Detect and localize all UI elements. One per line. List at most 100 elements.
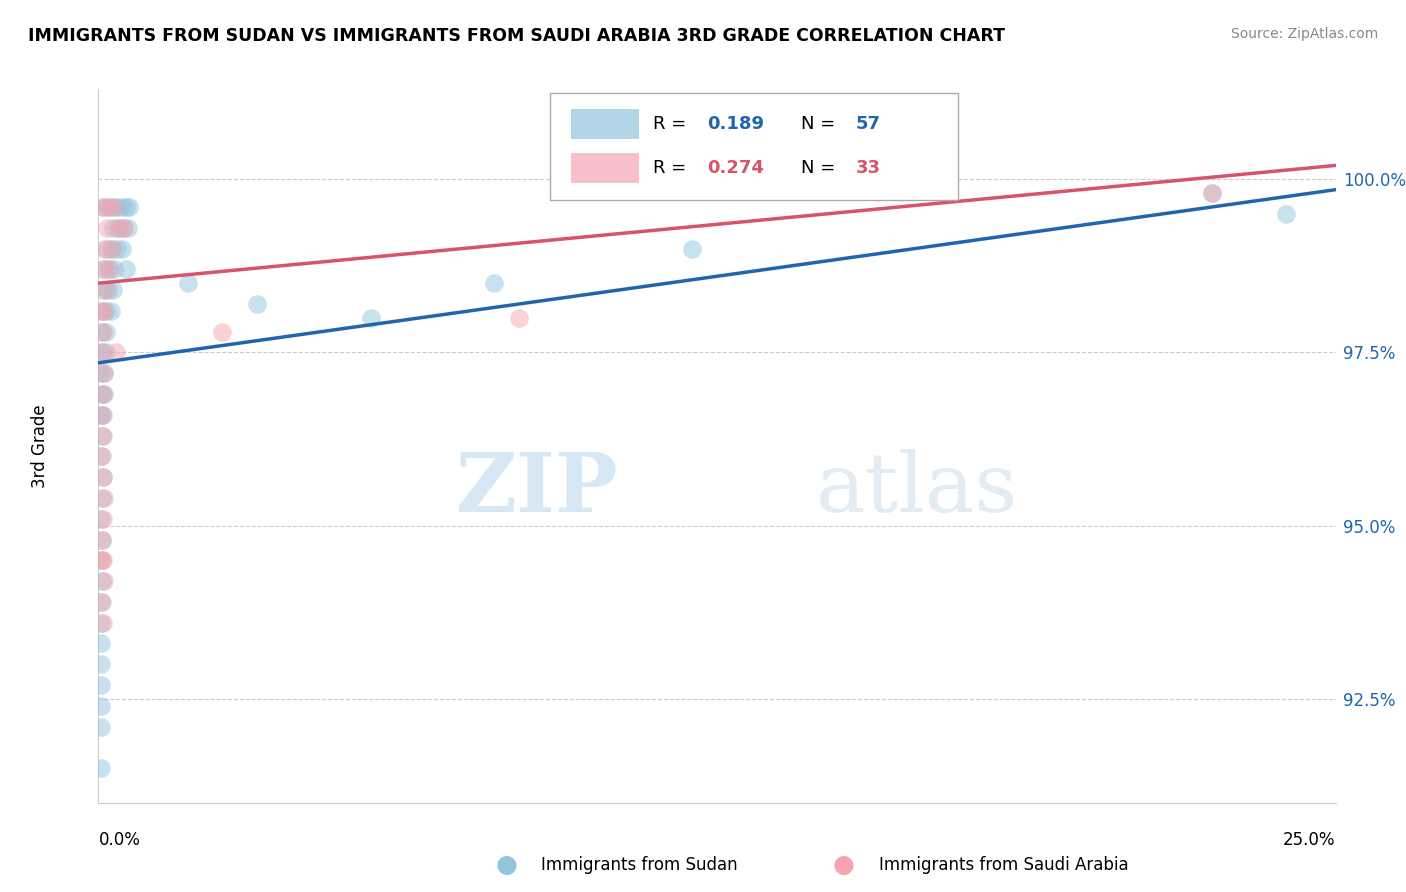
Point: [94, 283, 117, 297]
Text: R =: R =: [652, 160, 692, 178]
Point: [96, 242, 118, 256]
Point: [111, 242, 134, 256]
Point: [94, 345, 117, 359]
Point: [108, 220, 131, 235]
Point: [90, 615, 112, 630]
Point: [91, 345, 114, 359]
Point: [91, 450, 114, 464]
Point: [93, 262, 115, 277]
Point: [91, 574, 114, 588]
Point: [93, 366, 115, 380]
FancyBboxPatch shape: [571, 110, 640, 139]
Point: [94, 325, 117, 339]
Point: [90, 408, 112, 422]
Point: [91, 387, 114, 401]
Point: [114, 200, 136, 214]
Text: N =: N =: [801, 160, 841, 178]
Point: [101, 200, 124, 214]
Point: [93, 512, 115, 526]
Point: [103, 283, 125, 297]
Point: [246, 297, 269, 311]
Text: Immigrants from Saudi Arabia: Immigrants from Saudi Arabia: [879, 856, 1129, 874]
Text: Immigrants from Sudan: Immigrants from Sudan: [541, 856, 738, 874]
Point: [91, 491, 114, 505]
FancyBboxPatch shape: [550, 93, 959, 200]
Point: [93, 491, 115, 505]
Text: ●: ●: [495, 854, 517, 877]
Point: [91, 428, 114, 442]
Point: [111, 200, 134, 214]
Point: [93, 283, 115, 297]
Point: [91, 408, 114, 422]
Point: [97, 200, 120, 214]
Point: [93, 366, 115, 380]
Point: [176, 276, 198, 290]
Text: atlas: atlas: [815, 449, 1018, 529]
Point: [105, 242, 128, 256]
Point: [90, 720, 112, 734]
Text: R =: R =: [652, 115, 692, 133]
Point: [90, 553, 112, 567]
Point: [93, 325, 115, 339]
Point: [93, 387, 115, 401]
Point: [681, 242, 703, 256]
Point: [114, 262, 136, 277]
Point: [211, 325, 233, 339]
Text: ●: ●: [832, 854, 855, 877]
Text: 57: 57: [856, 115, 880, 133]
Point: [93, 553, 115, 567]
Point: [508, 310, 530, 325]
Point: [90, 595, 112, 609]
Point: [117, 220, 139, 235]
Point: [91, 533, 114, 547]
Point: [94, 304, 117, 318]
Point: [93, 574, 115, 588]
Text: 3rd Grade: 3rd Grade: [31, 404, 49, 488]
Point: [103, 200, 125, 214]
Point: [103, 220, 125, 235]
Point: [100, 304, 122, 318]
Point: [91, 304, 114, 318]
Point: [98, 262, 121, 277]
Point: [101, 242, 124, 256]
Point: [91, 304, 114, 318]
Text: 25.0%: 25.0%: [1284, 831, 1336, 849]
Point: [1201, 186, 1223, 201]
Text: 0.274: 0.274: [707, 160, 763, 178]
Point: [93, 428, 115, 442]
Point: [97, 200, 120, 214]
Point: [93, 615, 115, 630]
Point: [93, 200, 115, 214]
Point: [112, 220, 135, 235]
Text: IMMIGRANTS FROM SUDAN VS IMMIGRANTS FROM SAUDI ARABIA 3RD GRADE CORRELATION CHAR: IMMIGRANTS FROM SUDAN VS IMMIGRANTS FROM…: [28, 27, 1005, 45]
Point: [93, 408, 115, 422]
Point: [93, 262, 115, 277]
Point: [91, 533, 114, 547]
Text: N =: N =: [801, 115, 841, 133]
Point: [91, 325, 114, 339]
Point: [90, 636, 112, 650]
Point: [98, 262, 121, 277]
Point: [90, 657, 112, 672]
Point: [90, 450, 112, 464]
Point: [105, 200, 128, 214]
Point: [101, 242, 124, 256]
Point: [360, 310, 382, 325]
Text: 0.189: 0.189: [707, 115, 765, 133]
Text: 0.0%: 0.0%: [98, 831, 141, 849]
Point: [93, 387, 115, 401]
Point: [91, 345, 114, 359]
Point: [484, 276, 506, 290]
Point: [90, 512, 112, 526]
Point: [97, 283, 120, 297]
Point: [91, 595, 114, 609]
Point: [1275, 207, 1298, 221]
Point: [90, 678, 112, 692]
Point: [103, 262, 125, 277]
Point: [91, 553, 114, 567]
Point: [93, 304, 115, 318]
Text: 33: 33: [856, 160, 880, 178]
Text: Source: ZipAtlas.com: Source: ZipAtlas.com: [1230, 27, 1378, 41]
Point: [90, 366, 112, 380]
Text: ZIP: ZIP: [456, 449, 619, 529]
